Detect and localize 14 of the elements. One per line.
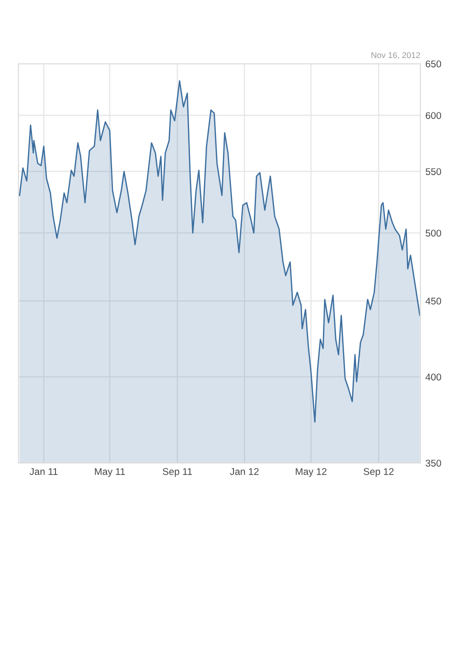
y-tick-label: 500 bbox=[426, 230, 442, 237]
y-tick-label: 450 bbox=[426, 298, 442, 305]
x-tick-label: Sep 11 bbox=[162, 468, 192, 477]
y-tick-label: 650 bbox=[426, 60, 442, 68]
y-tick-label: 350 bbox=[426, 460, 442, 467]
x-tick-label: Jan 11 bbox=[30, 468, 58, 475]
x-tick-label: Jan 12 bbox=[230, 468, 259, 475]
y-tick-label: 600 bbox=[426, 112, 442, 119]
x-tick-label: May 12 bbox=[296, 468, 326, 477]
x-tick-label: Sep 12 bbox=[364, 468, 394, 477]
text: Nov 16, 2012 bbox=[372, 52, 420, 60]
y-tick-label: 400 bbox=[426, 374, 442, 380]
y-tick-label: 550 bbox=[426, 168, 442, 176]
x-tick-label: May 11 bbox=[94, 468, 125, 477]
